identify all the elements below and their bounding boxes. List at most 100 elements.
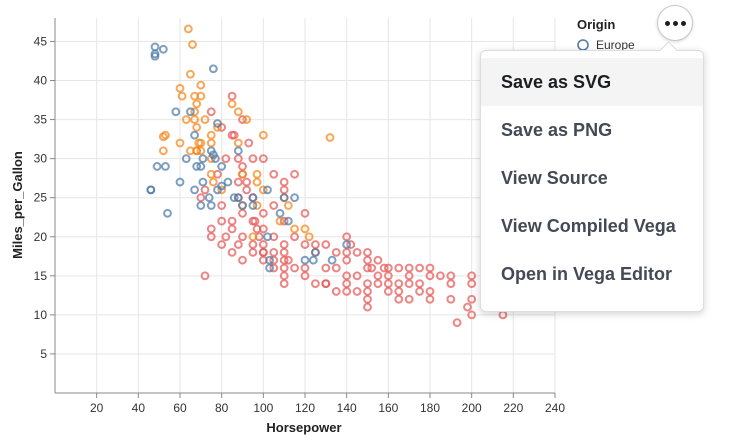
data-point [181,154,191,164]
data-point [198,154,208,164]
data-point [321,279,331,289]
data-point [283,255,293,265]
data-point [196,80,206,90]
data-point [300,208,310,218]
data-point [373,255,383,265]
data-point [283,216,293,226]
data-point [238,115,247,124]
data-point [233,146,243,156]
x-tick-label: 240 [545,401,565,415]
x-tick-label: 100 [253,401,273,415]
menu-item-save-svg[interactable]: Save as SVG [481,58,703,106]
data-point [248,193,258,203]
menu-item-save-png[interactable]: Save as PNG [501,120,613,140]
data-point [190,130,199,140]
data-point [308,255,318,265]
data-point [233,138,243,148]
data-point [196,138,206,148]
data-point [342,255,352,265]
data-point [327,255,337,265]
data-point [175,83,185,93]
data-point [238,232,247,242]
data-point [279,185,289,195]
menu-item-open-vega-editor[interactable]: Open in Vega Editor [501,264,673,284]
data-point [352,287,362,296]
data-point [321,240,331,249]
data-point [192,99,202,109]
data-point [383,271,393,281]
data-point [415,287,424,296]
data-point [248,240,258,249]
data-point [238,255,247,265]
data-point [279,279,289,289]
data-point [238,162,247,171]
data-point [331,247,341,257]
data-point [208,64,218,74]
data-point [467,279,477,289]
data-point [446,271,456,281]
data-point [258,154,268,164]
x-tick-label: 60 [173,401,187,415]
data-point [208,177,218,187]
x-tick-label: 120 [295,401,315,415]
data-point [227,99,237,109]
data-point [227,91,237,101]
data-point [190,115,199,124]
data-point [158,44,168,54]
data-point [290,169,299,179]
data-point [363,255,372,265]
data-point [258,247,268,257]
data-point [265,255,274,265]
data-point [263,185,272,195]
y-tick-label: 30 [34,152,48,166]
data-point [190,107,199,117]
data-point [206,130,216,140]
data-points [146,24,529,328]
data-point [227,130,237,140]
data-point [290,224,299,234]
data-point [279,240,289,249]
data-point [342,240,352,249]
data-point [300,224,310,234]
data-point [269,255,279,265]
data-point [425,287,435,296]
data-point [279,271,289,281]
data-point [200,115,210,124]
data-point [463,302,472,312]
data-point [404,294,414,304]
data-point [206,107,216,117]
y-tick-label: 40 [34,74,48,88]
menu-item-view-source[interactable]: View Source [501,168,608,188]
data-point [211,154,220,164]
data-point [269,169,279,179]
data-point [379,263,389,273]
y-tick-label: 35 [34,113,48,127]
data-point [158,146,168,156]
data-point [352,247,362,257]
data-point [242,115,252,124]
data-point [248,201,258,210]
data-point [363,279,372,289]
legend-title: Origin [577,17,615,32]
data-point [248,232,258,242]
menu-item-view-compiled-vega[interactable]: View Compiled Vega [501,216,676,236]
data-point [196,193,206,203]
data-point [196,201,206,210]
data-point [404,271,414,281]
data-point [258,240,268,249]
more-dots-icon [680,20,686,26]
data-point [373,279,383,289]
data-point [415,263,424,273]
data-point [177,91,187,101]
data-point [425,271,435,281]
data-point [467,310,477,320]
data-point [233,107,243,117]
data-point [204,193,214,203]
data-point [206,232,216,242]
actions-menu-button[interactable] [657,5,693,41]
data-point [196,91,206,101]
data-point [265,263,274,273]
data-point [394,287,404,296]
x-tick-label: 160 [378,401,398,415]
data-point [279,177,289,187]
